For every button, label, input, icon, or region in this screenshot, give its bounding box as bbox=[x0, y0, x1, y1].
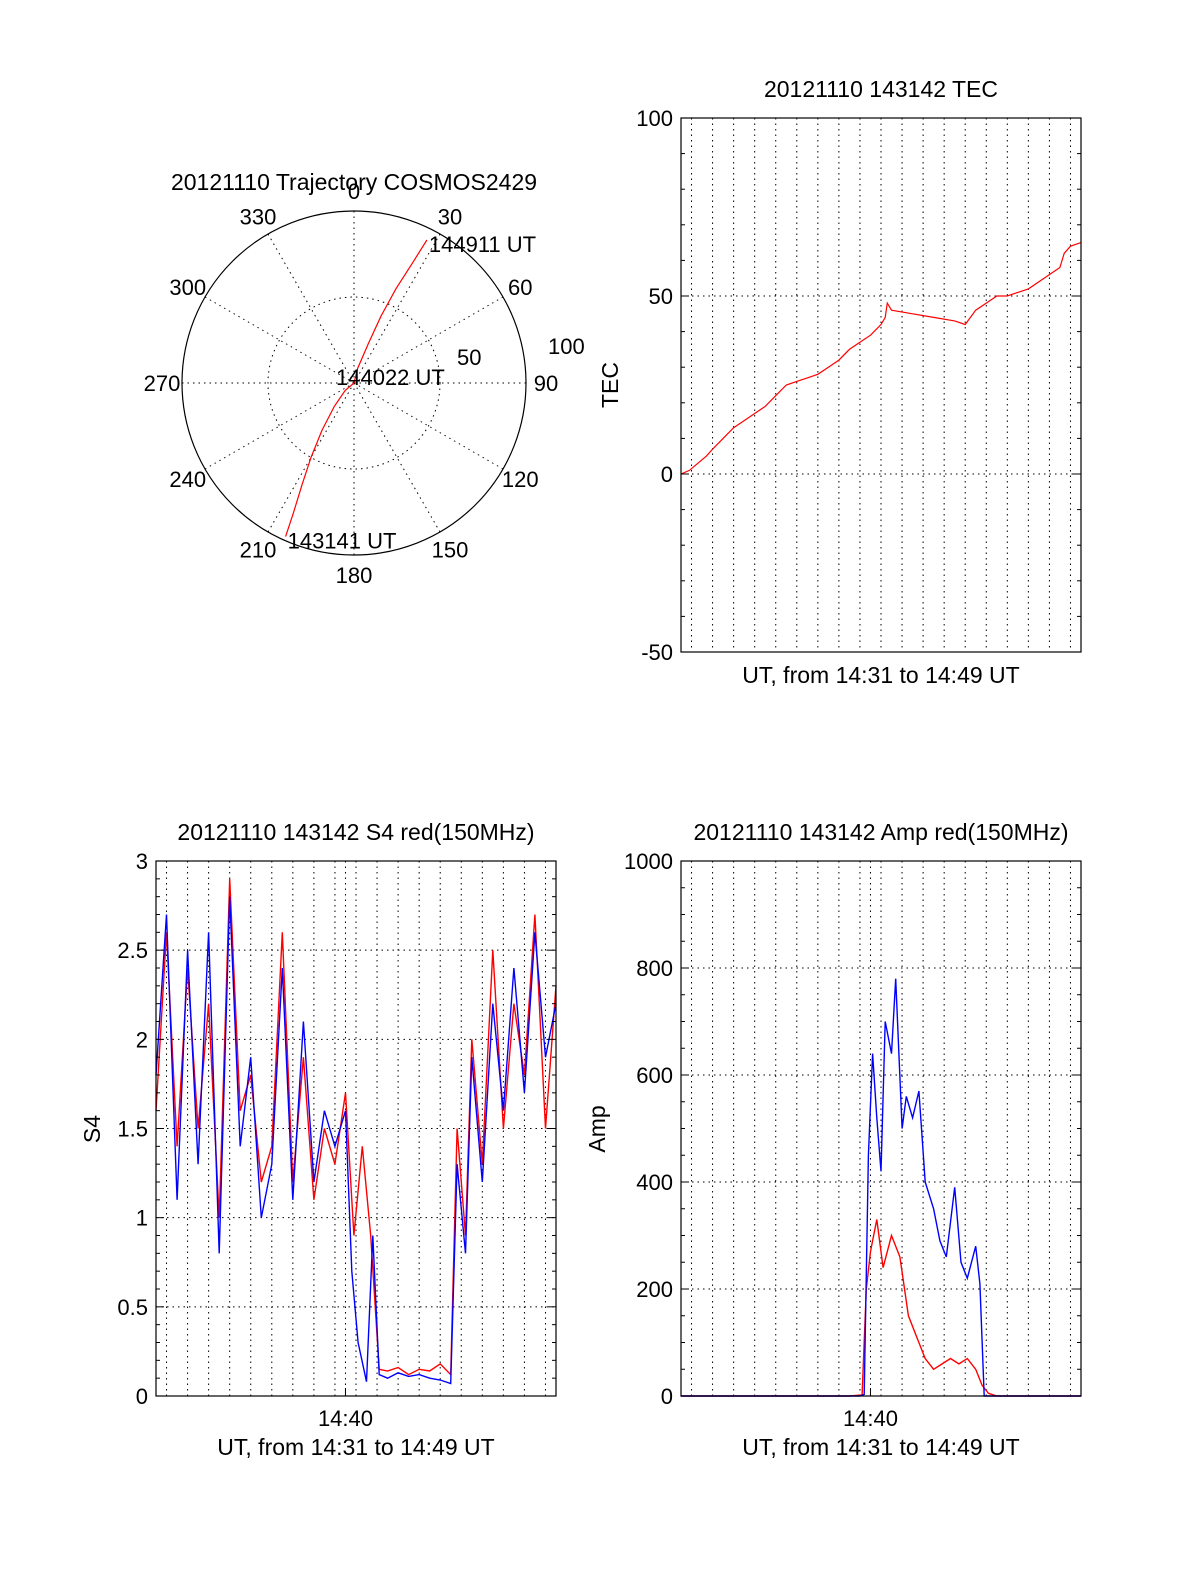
tec-axes: -50 0 50 100 bbox=[636, 106, 1082, 665]
s4-xlabel: UT, from 14:31 to 14:49 UT bbox=[217, 1434, 494, 1460]
y-tick-label: 2.5 bbox=[117, 938, 148, 963]
polar-spoke bbox=[353, 296, 504, 384]
radius-label: 100 bbox=[548, 334, 585, 359]
azimuth-tick-label: 240 bbox=[169, 467, 206, 492]
trajectory-grid bbox=[181, 210, 527, 556]
trajectory-labels: 0 30 60 90 120 150 180 210 240 270 300 330 50 100 1449… bbox=[144, 179, 585, 588]
azimuth-tick-label: 300 bbox=[169, 275, 206, 300]
y-tick-label: 400 bbox=[636, 1170, 673, 1195]
y-tick-label: 0.5 bbox=[117, 1295, 148, 1320]
azimuth-tick-label: 90 bbox=[534, 371, 558, 396]
azimuth-tick-label: 210 bbox=[240, 537, 277, 562]
radius-label: 50 bbox=[457, 345, 481, 370]
azimuth-tick-label: 30 bbox=[438, 205, 462, 230]
s4-title: 20121110 143142 S4 red(150MHz) bbox=[177, 819, 534, 845]
trajectory-annotation: 144022 UT bbox=[336, 365, 445, 390]
amp-panel: 20121110 143142 Amp red(150MHz) UT, from… bbox=[584, 819, 1082, 1460]
y-tick-label: 0 bbox=[661, 462, 673, 487]
polar-spoke bbox=[353, 233, 441, 384]
tec-series bbox=[680, 242, 1082, 475]
s4-series bbox=[155, 878, 557, 1385]
trajectory-panel: 20121110 Trajectory COSMOS2429 0 30 60 90 12… bbox=[144, 169, 585, 588]
y-tick-label: 600 bbox=[636, 1063, 673, 1088]
amp-axes: 0 200 400 600 800 1000 14:40 bbox=[624, 849, 1082, 1431]
s4-ylabel: S4 bbox=[79, 1115, 105, 1143]
trajectory-line bbox=[285, 239, 428, 537]
y-tick-label: 800 bbox=[636, 956, 673, 981]
azimuth-tick-label: 180 bbox=[336, 563, 373, 588]
polar-spoke bbox=[204, 296, 355, 384]
trajectory-annotation: 143141 UT bbox=[288, 529, 397, 554]
tec-title: 20121110 143142 TEC bbox=[764, 76, 998, 102]
trajectory-annotation: 144911 UT bbox=[429, 232, 536, 257]
y-tick-label: 200 bbox=[636, 1277, 673, 1302]
y-tick-label: 0 bbox=[136, 1384, 148, 1409]
plot-frame bbox=[680, 860, 1082, 1397]
azimuth-tick-label: 120 bbox=[502, 467, 539, 492]
trajectory-series bbox=[285, 239, 428, 537]
series-line-red bbox=[681, 1219, 1081, 1397]
plot-frame bbox=[155, 860, 557, 1397]
polar-spoke bbox=[267, 382, 355, 533]
y-tick-label: 1000 bbox=[624, 849, 673, 874]
series-line-blue bbox=[681, 978, 1081, 1397]
x-tick-label: 14:40 bbox=[318, 1406, 373, 1431]
polar-inner-circle bbox=[267, 296, 441, 470]
azimuth-tick-label: 270 bbox=[144, 371, 181, 396]
amp-series bbox=[681, 978, 1081, 1397]
y-tick-label: -50 bbox=[641, 640, 673, 665]
y-tick-label: 50 bbox=[649, 284, 673, 309]
polar-spoke bbox=[204, 382, 355, 470]
amp-title: 20121110 143142 Amp red(150MHz) bbox=[693, 819, 1068, 845]
s4-panel: 20121110 143142 S4 red(150MHz) UT, from … bbox=[79, 819, 557, 1460]
azimuth-tick-label: 150 bbox=[432, 537, 469, 562]
azimuth-tick-label: 60 bbox=[508, 275, 532, 300]
tec-panel: 20121110 143142 TEC UT, from 14:31 to 14… bbox=[597, 76, 1082, 688]
y-tick-label: 100 bbox=[636, 106, 673, 131]
trajectory-title: 20121110 Trajectory COSMOS2429 bbox=[171, 169, 537, 195]
amp-xlabel: UT, from 14:31 to 14:49 UT bbox=[742, 1434, 1019, 1460]
y-tick-label: 0 bbox=[661, 1384, 673, 1409]
tec-xlabel: UT, from 14:31 to 14:49 UT bbox=[742, 662, 1019, 688]
y-tick-label: 1 bbox=[136, 1206, 148, 1231]
azimuth-tick-label: 330 bbox=[240, 205, 277, 230]
amp-ylabel: Amp bbox=[584, 1105, 610, 1152]
y-tick-label: 1.5 bbox=[117, 1117, 148, 1142]
amp-grid bbox=[681, 861, 1081, 1396]
s4-axes: 0 0.5 1 1.5 2 2.5 3 14:40 bbox=[117, 849, 557, 1431]
polar-spoke bbox=[267, 233, 355, 384]
azimuth-tick-label: 0 bbox=[348, 179, 360, 204]
series-line-blue bbox=[155, 896, 557, 1385]
tec-grid bbox=[681, 118, 1081, 652]
series-line-red bbox=[680, 242, 1082, 475]
x-tick-label: 14:40 bbox=[843, 1406, 898, 1431]
series-line-red bbox=[155, 878, 557, 1377]
y-tick-label: 2 bbox=[136, 1027, 148, 1052]
plot-frame bbox=[680, 117, 1082, 653]
polar-spoke bbox=[353, 382, 441, 533]
polar-spoke bbox=[353, 382, 504, 470]
y-tick-label: 3 bbox=[136, 849, 148, 874]
tec-ylabel: TEC bbox=[597, 362, 623, 408]
